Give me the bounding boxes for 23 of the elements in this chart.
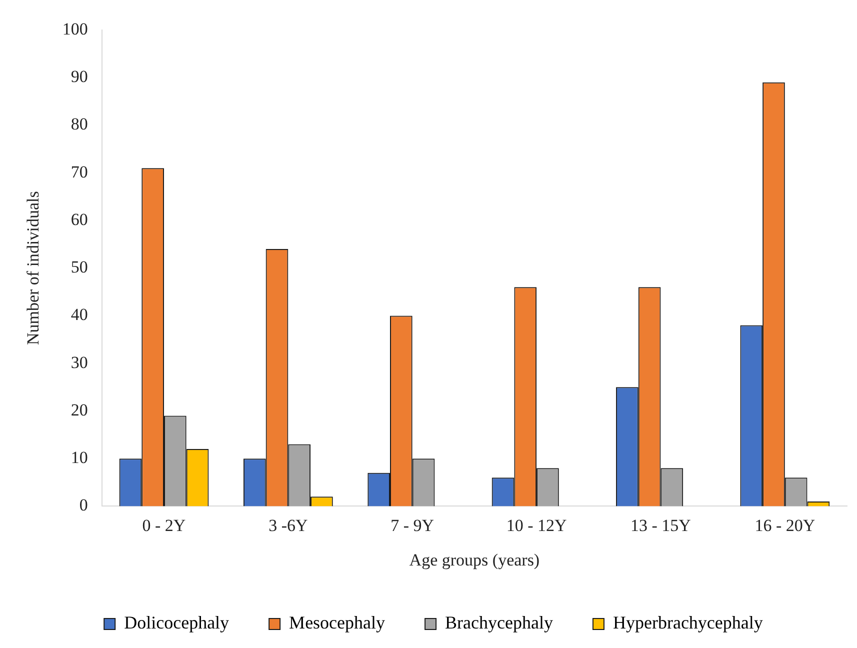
legend-label: Hyperbrachycephaly <box>612 612 763 633</box>
y-tick-label: 30 <box>70 352 88 372</box>
x-tick-label: 16 - 20Y <box>754 516 816 535</box>
x-tick-label: 3 -6Y <box>268 516 308 535</box>
legend-label: Dolicocephaly <box>124 612 230 633</box>
y-tick-label: 80 <box>70 114 88 134</box>
x-tick-label: 0 - 2Y <box>142 516 186 535</box>
y-tick-label: 10 <box>70 448 88 468</box>
y-tick-label: 70 <box>70 162 88 182</box>
x-tick-label: 7 - 9Y <box>390 516 434 535</box>
x-axis-title: Age groups (years) <box>409 550 540 570</box>
legend-label: Mesocephaly <box>289 612 386 633</box>
y-tick-label: 50 <box>70 258 88 277</box>
y-tick-label: 20 <box>70 400 88 420</box>
y-tick-label: 0 <box>79 496 88 515</box>
y-tick-label: 60 <box>70 210 88 229</box>
x-tick-label: 13 - 15Y <box>630 516 691 535</box>
legend-label: Brachycephaly <box>445 612 553 633</box>
y-tick-label: 100 <box>62 19 88 38</box>
y-tick-label: 90 <box>70 67 88 86</box>
x-tick-label: 10 - 12Y <box>506 516 567 535</box>
y-tick-label: 40 <box>70 305 88 324</box>
y-axis-title: Number of individuals <box>24 191 43 346</box>
